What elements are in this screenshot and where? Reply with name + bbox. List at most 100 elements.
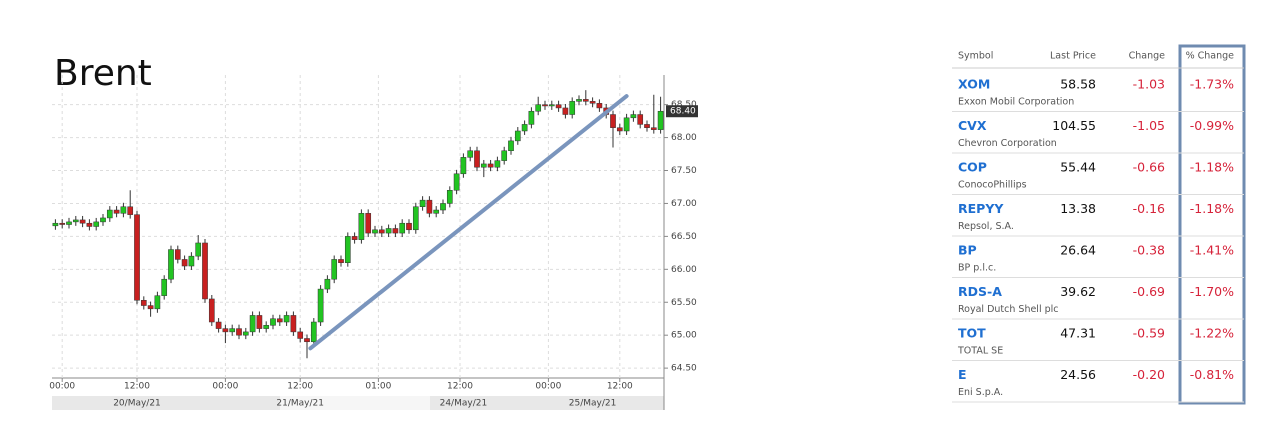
candle-body — [304, 338, 310, 343]
candle-body — [154, 295, 161, 310]
candle-body — [494, 160, 501, 168]
candle-body — [501, 150, 508, 161]
last-price: 26.64 — [1060, 243, 1096, 258]
candle-body — [134, 214, 140, 301]
candle-body — [86, 222, 93, 227]
change: -0.16 — [1133, 201, 1165, 216]
candle-body — [256, 315, 263, 329]
last-price: 104.55 — [1052, 118, 1096, 133]
candle-body — [576, 99, 582, 102]
candle-body — [637, 114, 644, 125]
company-name: Chevron Corporation — [958, 138, 1057, 149]
company-name: Repsol, S.A. — [958, 221, 1014, 232]
candle-body — [487, 163, 494, 168]
candle-body — [174, 249, 181, 260]
candle-body — [480, 163, 487, 168]
date-band — [280, 396, 430, 410]
change: -0.38 — [1133, 243, 1165, 258]
date-label: 20/May/21 — [113, 399, 161, 409]
candle-body — [426, 199, 433, 214]
candle-body — [208, 298, 215, 323]
y-tick-label: 64.50 — [671, 364, 697, 374]
company-name: TOTAL SE — [957, 346, 1003, 357]
candle-body — [385, 228, 392, 234]
percent-change: -1.70% — [1190, 284, 1234, 299]
candle-body — [338, 259, 344, 263]
company-name: Royal Dutch Shell plc — [958, 304, 1059, 315]
candle-body — [399, 222, 406, 234]
candle-body — [168, 249, 174, 280]
candle-body — [181, 259, 188, 267]
y-tick-label: 68.50 — [671, 100, 697, 110]
ticker-symbol[interactable]: XOM — [958, 77, 990, 92]
table-header: Symbol — [958, 51, 993, 62]
y-tick-label: 68.00 — [671, 133, 697, 143]
candle-body — [236, 328, 242, 336]
ticker-symbol[interactable]: CVX — [958, 118, 987, 133]
candle-body — [358, 213, 365, 240]
ticker-symbol[interactable]: COP — [958, 160, 987, 175]
change: -0.20 — [1133, 367, 1165, 382]
percent-change: -1.18% — [1190, 201, 1234, 216]
x-tick-label: 12:00 — [287, 382, 313, 392]
candle-body — [542, 104, 548, 107]
percent-change: -1.41% — [1190, 243, 1234, 258]
candle-body — [589, 101, 596, 104]
candle-body — [521, 124, 528, 132]
candle-body — [582, 99, 589, 102]
y-tick-label: 67.50 — [671, 166, 697, 176]
x-tick-label: 12:00 — [124, 382, 150, 392]
candle-body — [474, 150, 480, 168]
x-tick-label: 00:00 — [49, 382, 75, 392]
candle-body — [222, 328, 229, 333]
ticker-symbol[interactable]: TOT — [958, 326, 986, 341]
x-tick-label: 00:00 — [535, 382, 561, 392]
table-header: Last Price — [1050, 51, 1096, 62]
date-label: 24/May/21 — [440, 399, 488, 409]
candle-body — [242, 331, 249, 336]
candle-body — [331, 259, 338, 280]
company-name: ConocoPhillips — [958, 180, 1027, 191]
candle-body — [140, 300, 147, 306]
percent-change: -1.18% — [1190, 160, 1234, 175]
candle-body — [610, 114, 616, 128]
chart-title: Brent — [54, 53, 152, 94]
candle-body — [310, 321, 317, 343]
candle-body — [270, 318, 276, 326]
candle-body — [596, 103, 603, 109]
candle-body — [365, 213, 372, 234]
candle-body — [630, 114, 637, 119]
candle-body — [147, 305, 154, 310]
last-price-box — [666, 105, 698, 118]
table-header: % Change — [1186, 51, 1235, 62]
candle-body — [419, 199, 426, 207]
candle-body — [79, 219, 86, 224]
candle-body — [202, 242, 208, 300]
company-name: Eni S.p.A. — [958, 387, 1003, 398]
candle-body — [508, 140, 514, 152]
candle-body — [215, 321, 222, 329]
candle-body — [59, 222, 66, 225]
candle-body — [616, 127, 623, 132]
candle-body — [283, 315, 290, 323]
candle-body — [453, 173, 460, 191]
candle-body — [195, 242, 202, 257]
candle-body — [249, 315, 256, 333]
ticker-symbol[interactable]: REPYY — [958, 201, 1004, 216]
ticker-symbol[interactable]: BP — [958, 243, 977, 258]
table-header: Change — [1129, 51, 1166, 62]
last-price: 58.58 — [1060, 77, 1096, 92]
ticker-symbol[interactable]: RDS-A — [958, 284, 1002, 299]
y-tick-label: 67.00 — [671, 199, 697, 209]
y-tick-label: 65.50 — [671, 298, 697, 308]
percent-change: -1.73% — [1190, 77, 1234, 92]
last-price: 24.56 — [1060, 367, 1096, 382]
last-price: 47.31 — [1060, 326, 1096, 341]
candle-body — [100, 217, 106, 223]
candle-body — [317, 288, 324, 323]
ticker-symbol[interactable]: E — [958, 367, 967, 382]
company-name: BP p.l.c. — [958, 263, 996, 274]
change: -0.69 — [1133, 284, 1165, 299]
candle-body — [535, 104, 542, 112]
